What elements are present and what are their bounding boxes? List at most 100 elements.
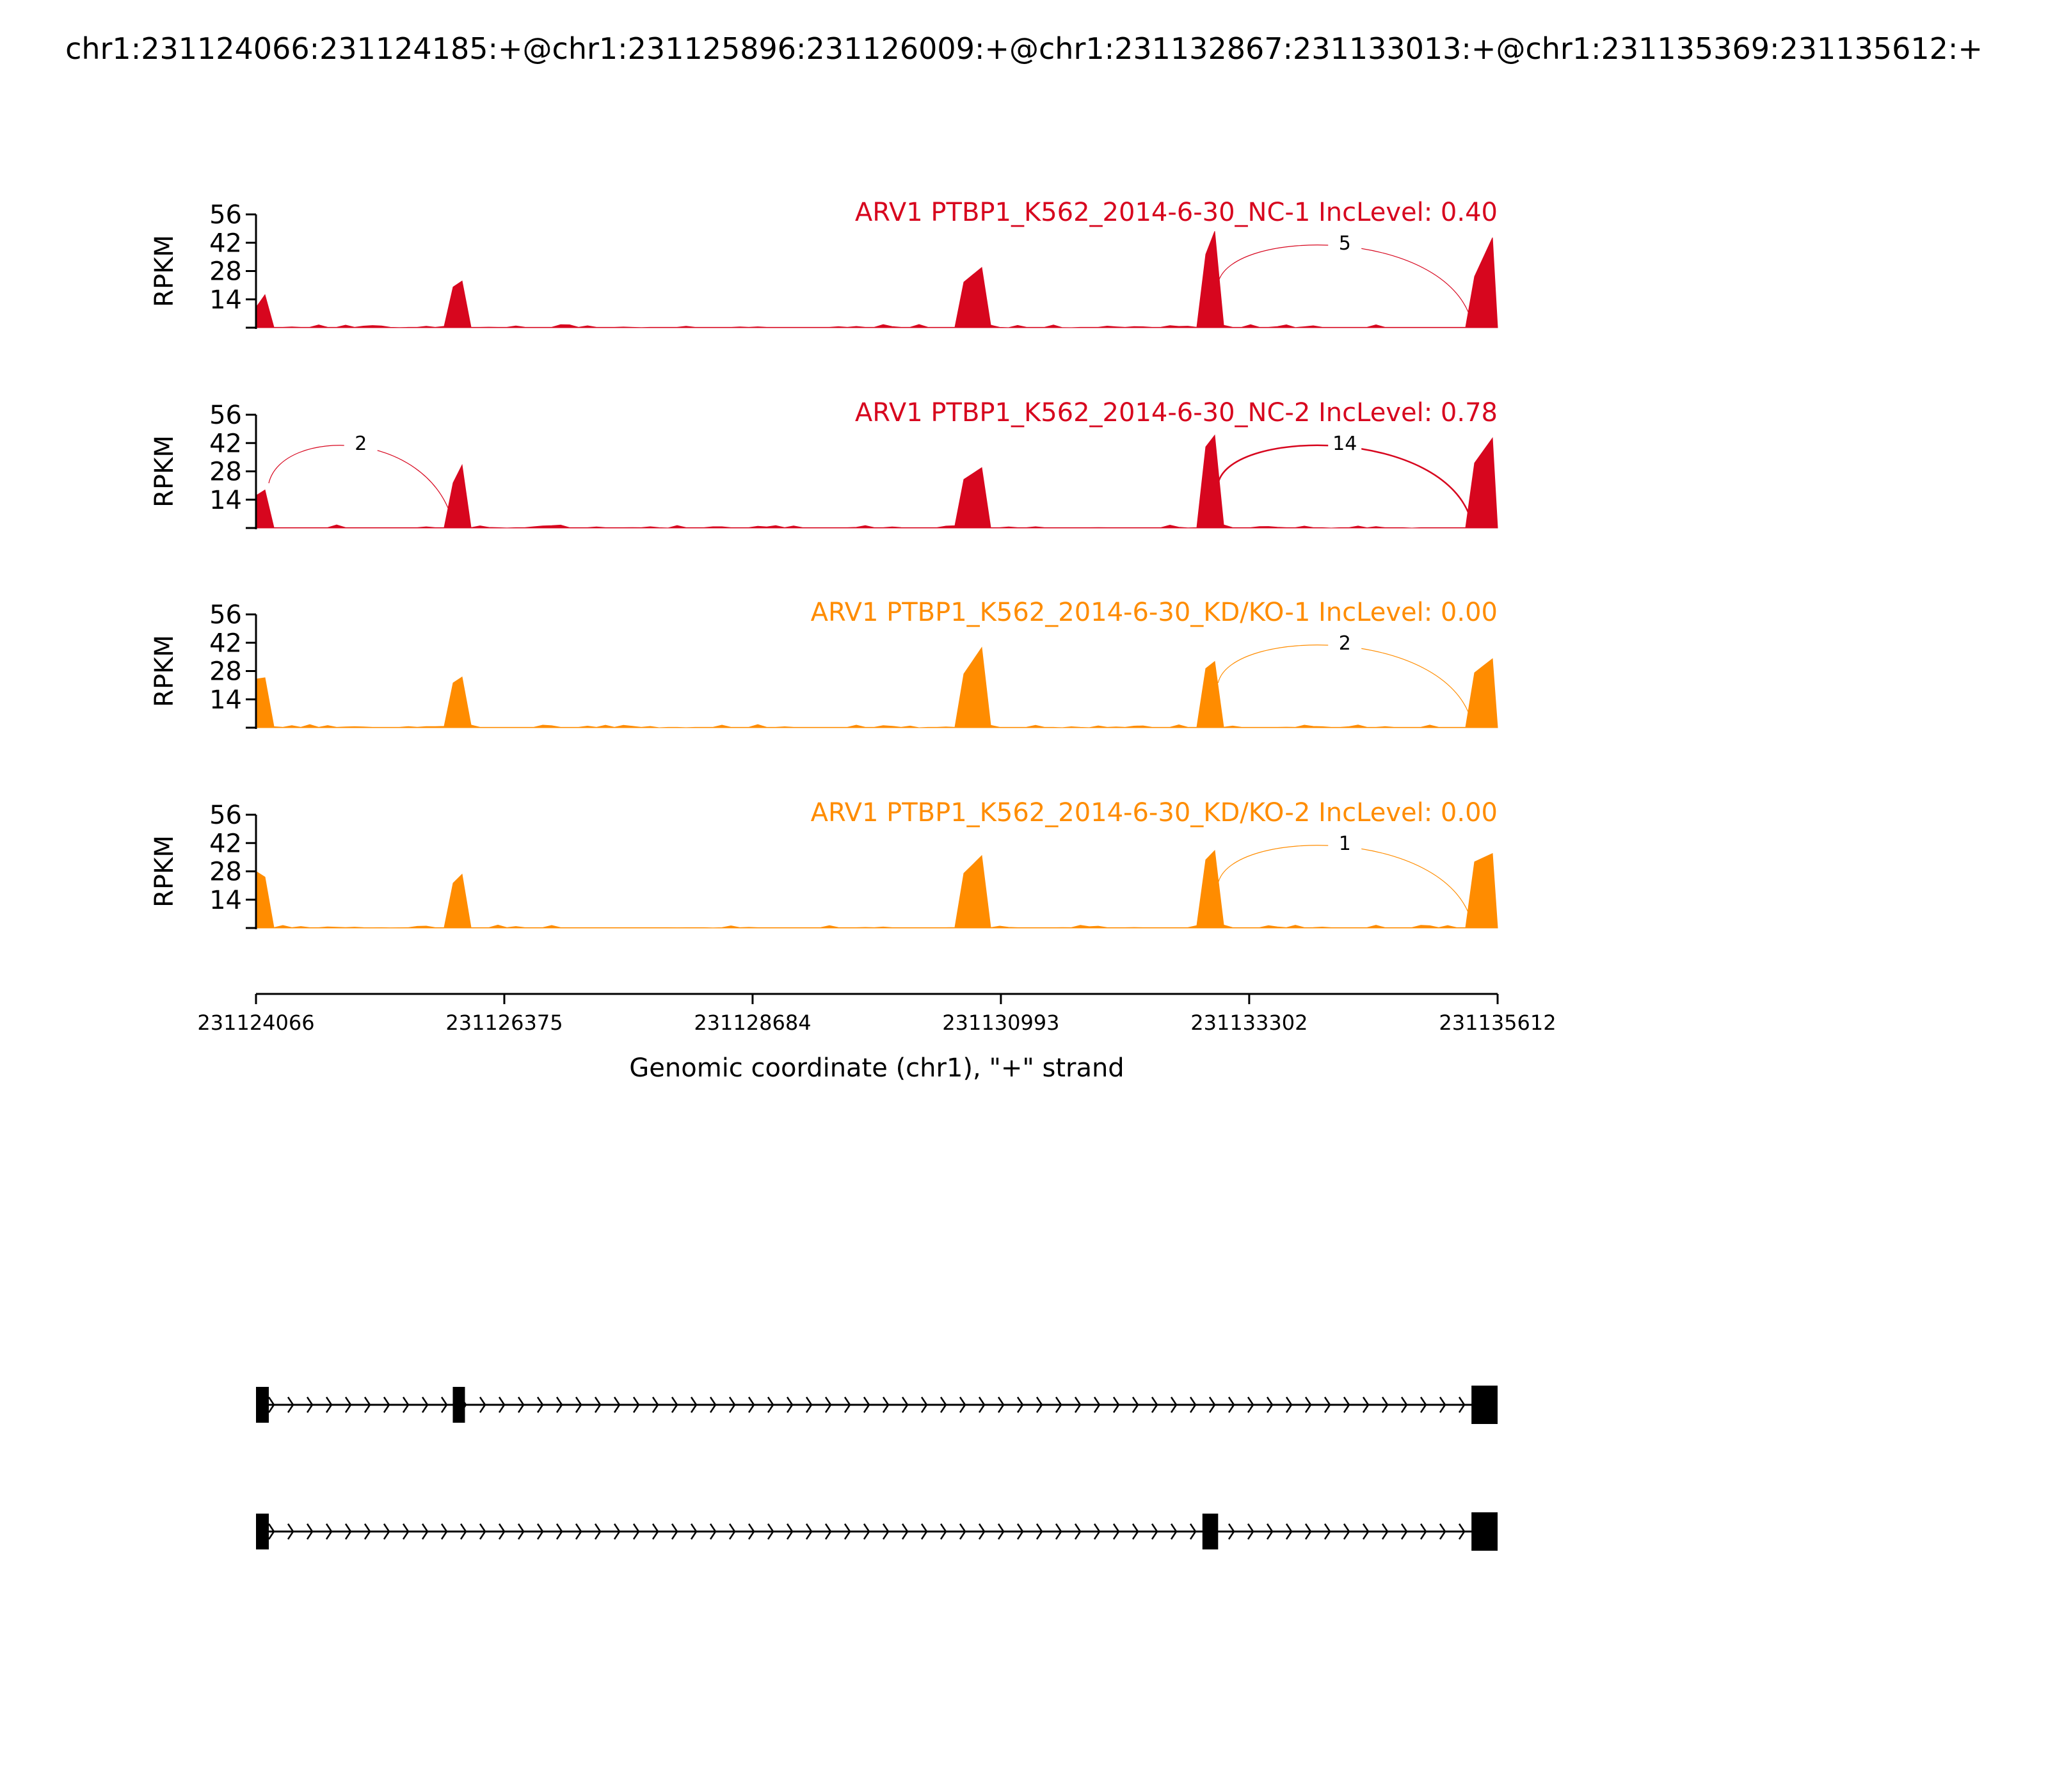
strand-arrow: [920, 1396, 928, 1413]
strand-arrow: [1362, 1396, 1370, 1413]
strand-arrow: [1304, 1396, 1312, 1413]
strand-arrow: [1324, 1523, 1331, 1540]
strand-arrow: [632, 1523, 640, 1540]
strand-arrow: [325, 1396, 333, 1413]
strand-arrow: [1362, 1523, 1370, 1540]
track-label: ARV1 PTBP1_K562_2014-6-30_NC-2 IncLevel:…: [855, 398, 1498, 428]
strand-arrow: [1381, 1396, 1389, 1413]
x-tick-label: 231133302: [1190, 1011, 1308, 1035]
strand-arrow: [517, 1523, 525, 1540]
y-tick-label: 56: [209, 401, 242, 430]
junction-arc: [1217, 444, 1473, 522]
strand-arrow: [1304, 1523, 1312, 1540]
strand-arrow: [402, 1396, 410, 1413]
strand-arrow: [1324, 1396, 1331, 1413]
x-tick-label: 231124066: [197, 1011, 314, 1035]
strand-arrow: [1247, 1523, 1254, 1540]
strand-arrow: [498, 1523, 506, 1540]
y-tick-label: 56: [209, 801, 242, 830]
strand-arrow: [1400, 1523, 1408, 1540]
strand-arrow: [440, 1396, 448, 1413]
strand-arrow: [901, 1523, 909, 1540]
strand-arrow: [1247, 1396, 1254, 1413]
junction-label-bg: [1328, 632, 1362, 656]
strand-arrow: [1170, 1523, 1178, 1540]
strand-arrow: [325, 1523, 333, 1540]
strand-arrow: [844, 1523, 851, 1540]
junction-label-bg: [344, 432, 378, 456]
strand-arrow: [364, 1396, 371, 1413]
strand-arrow: [709, 1523, 717, 1540]
strand-arrow: [632, 1396, 640, 1413]
isoform-models: [256, 1386, 1498, 1551]
x-tick-label: 231128684: [694, 1011, 811, 1035]
track-label: ARV1 PTBP1_K562_2014-6-30_NC-1 IncLevel:…: [855, 198, 1498, 227]
strand-arrow: [1170, 1396, 1178, 1413]
exon-block: [256, 1514, 269, 1549]
isoform: [256, 1512, 1498, 1551]
strand-arrow: [479, 1396, 486, 1413]
y-axis-label: RPKM: [150, 635, 179, 707]
strand-arrow: [1439, 1396, 1446, 1413]
coverage-area: [255, 434, 1498, 529]
strand-arrow: [863, 1523, 870, 1540]
strand-arrow: [882, 1523, 890, 1540]
strand-arrow: [786, 1523, 794, 1540]
strand-arrow: [287, 1396, 294, 1413]
strand-arrow: [364, 1523, 371, 1540]
exon-block: [1471, 1386, 1498, 1424]
strand-arrow: [479, 1523, 486, 1540]
strand-arrow: [1400, 1396, 1408, 1413]
strand-arrow: [1189, 1523, 1197, 1540]
strand-arrow: [1055, 1523, 1062, 1540]
strand-arrow: [767, 1396, 774, 1413]
strand-arrow: [690, 1523, 698, 1540]
y-axis-label: RPKM: [150, 235, 179, 307]
strand-arrow: [1343, 1523, 1350, 1540]
x-tick-label: 231135612: [1439, 1011, 1556, 1035]
strand-arrow: [844, 1396, 851, 1413]
strand-arrow: [1074, 1396, 1082, 1413]
exon-block: [256, 1387, 269, 1423]
junction-arc: [1217, 845, 1472, 922]
y-tick-label: 28: [209, 458, 242, 487]
strand-arrow: [901, 1396, 909, 1413]
junction-count: 2: [355, 433, 367, 455]
strand-arrow: [690, 1396, 698, 1413]
strand-arrow: [1151, 1523, 1158, 1540]
strand-arrow: [575, 1523, 582, 1540]
strand-arrow: [344, 1396, 352, 1413]
y-tick-label: 42: [209, 829, 242, 858]
junction-label-bg: [1328, 432, 1362, 456]
strand-arrow: [440, 1523, 448, 1540]
strand-arrow: [978, 1523, 986, 1540]
y-tick-label: 14: [209, 285, 242, 315]
strand-arrow: [940, 1396, 947, 1413]
strand-arrow: [863, 1396, 870, 1413]
strand-arrow: [556, 1523, 563, 1540]
strand-arrow: [421, 1523, 429, 1540]
y-tick-label: 42: [209, 429, 242, 458]
strand-arrow: [1036, 1396, 1043, 1413]
strand-arrow: [997, 1396, 1005, 1413]
strand-arrow: [882, 1396, 890, 1413]
strand-arrow: [498, 1396, 506, 1413]
junction-label-bg: [1328, 832, 1362, 856]
strand-arrow: [805, 1523, 813, 1540]
strand-arrow: [287, 1523, 294, 1540]
strand-arrow: [1132, 1396, 1139, 1413]
y-tick-label: 28: [209, 657, 242, 687]
x-tick-label: 231130993: [942, 1011, 1059, 1035]
strand-arrow: [748, 1523, 755, 1540]
strand-arrow: [1285, 1396, 1293, 1413]
strand-arrow: [978, 1396, 986, 1413]
y-axis-label: RPKM: [150, 435, 179, 508]
strand-arrow: [824, 1396, 832, 1413]
y-tick-label: 56: [209, 600, 242, 630]
y-tick-label: 14: [209, 486, 242, 515]
strand-arrow: [728, 1396, 736, 1413]
junction-arc: [1217, 244, 1472, 322]
